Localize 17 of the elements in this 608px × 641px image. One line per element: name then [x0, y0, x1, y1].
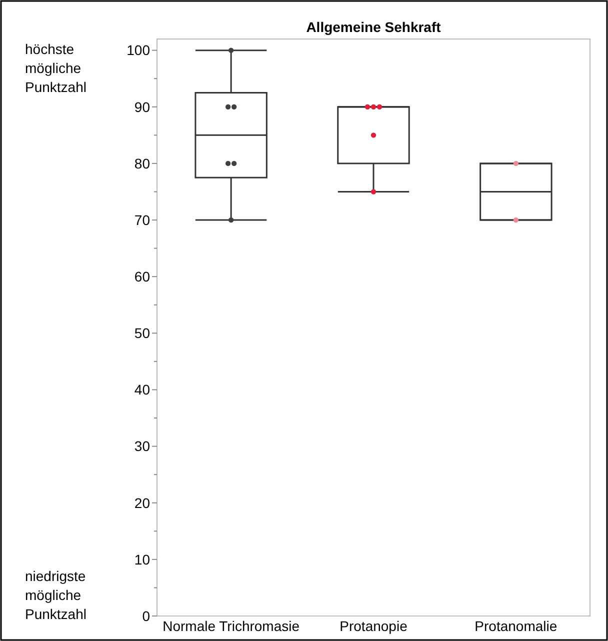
y-tick-label: 70 [134, 212, 150, 228]
y-tick-label: 10 [134, 551, 150, 568]
chart-title: Allgemeine Sehkraft [306, 19, 442, 35]
y-tick-label: 40 [134, 382, 150, 398]
y-tick-label: 100 [126, 42, 150, 58]
text: niedrigste mögliche Punktzahl [25, 568, 86, 622]
text: höchste mögliche Punktzahl [25, 41, 86, 95]
y-tick-label: 30 [134, 438, 150, 454]
x-tick-label: Normale Trichromasie [162, 618, 300, 634]
y-tick-label: 0 [142, 608, 150, 624]
y-tick-label: 80 [134, 155, 150, 172]
y-tick-label: 50 [134, 325, 150, 342]
y-tick-label: 60 [134, 268, 150, 284]
y-tick-label: 20 [134, 494, 150, 511]
y-tick-label: 90 [134, 98, 150, 115]
x-tick-label: Protanopie [340, 618, 408, 634]
x-tick-label: Protanomalie [474, 618, 558, 634]
